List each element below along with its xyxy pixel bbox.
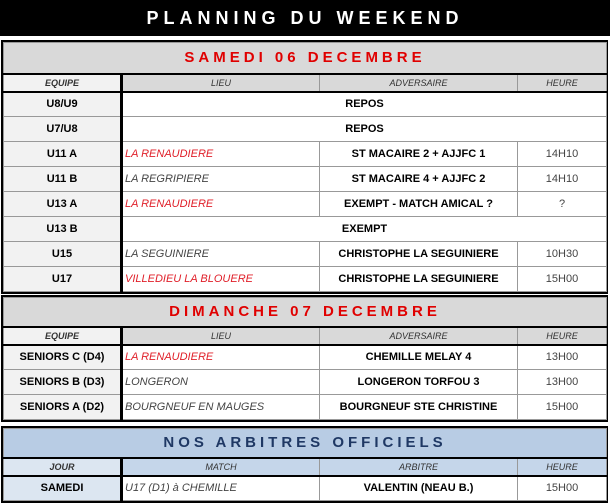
opponent-cell: ST MACAIRE 2 + AJJFC 1 [319, 141, 518, 167]
time-cell: 13H00 [516, 369, 608, 395]
status-cell: REPOS [120, 91, 608, 117]
place-cell: VILLEDIEU LA BLOUERE [121, 266, 320, 292]
time-cell: 14H10 [516, 166, 608, 192]
team-cell: U13 A [3, 191, 123, 217]
table-row: U17 VILLEDIEU LA BLOUERE CHRISTOPHE LA SEG… [3, 266, 608, 292]
place-cell: LONGERON [121, 369, 320, 395]
table-row: U11 B LA REGRIPIERE ST MACAIRE 4 + AJJFC 2… [3, 166, 608, 192]
table-row: SAMEDI U17 (D1) à CHEMILLE VALENTIN (NEAU … [3, 475, 608, 501]
column-header: ADVERSAIRE [319, 326, 518, 346]
column-header: HEURE [516, 326, 608, 346]
opponent-cell: CHRISTOPHE LA SEGUINIERE [319, 241, 518, 267]
time-cell: 15H00 [516, 266, 608, 292]
opponent-cell: ST MACAIRE 4 + AJJFC 2 [319, 166, 518, 192]
team-cell: U13 B [3, 216, 123, 242]
team-cell: SENIORS C (D4) [3, 344, 123, 370]
table-row: U7/U8 REPOS [3, 116, 608, 142]
team-cell: SENIORS B (D3) [3, 369, 123, 395]
opponent-cell: VALENTIN (NEAU B.) [319, 475, 518, 501]
referees-section: NOS ARBITRES OFFICIELS JOUR MATCH ARBITRE HE… [1, 426, 608, 503]
time-cell: 15H00 [516, 394, 608, 420]
table-row: SENIORS C (D4) LA RENAUDIERE CHEMILLE MELA… [3, 344, 608, 370]
column-header: EQUIPE [3, 73, 123, 93]
column-header: ARBITRE [319, 457, 518, 477]
table-row: U8/U9 REPOS [3, 91, 608, 117]
team-cell: U15 [3, 241, 123, 267]
column-header: LIEU [121, 73, 320, 93]
place-cell: LA RENAUDIERE [121, 141, 320, 167]
time-cell: 10H30 [516, 241, 608, 267]
opponent-cell: CHRISTOPHE LA SEGUINIERE [319, 266, 518, 292]
team-cell: SAMEDI [3, 475, 123, 501]
column-header: EQUIPE [3, 326, 123, 346]
section-heading: SAMEDI 06 DECEMBRE [2, 42, 608, 75]
column-header: HEURE [516, 73, 608, 93]
place-cell: BOURGNEUF EN MAUGES [121, 394, 320, 420]
team-cell: U11 B [3, 166, 123, 192]
team-cell: U7/U8 [3, 116, 123, 142]
column-header: ADVERSAIRE [319, 73, 518, 93]
opponent-cell: CHEMILLE MELAY 4 [319, 344, 518, 370]
column-header: HEURE [516, 457, 608, 477]
section-heading: DIMANCHE 07 DECEMBRE [2, 297, 608, 328]
table-row: U11 A LA RENAUDIERE ST MACAIRE 2 + AJJFC 1… [3, 141, 608, 167]
opponent-cell: LONGERON TORFOU 3 [319, 369, 518, 395]
time-cell: 15H00 [516, 475, 608, 501]
column-header: MATCH [121, 457, 320, 477]
table-row: SENIORS A (D2) BOURGNEUF EN MAUGES BOURGNE… [3, 394, 608, 420]
page-title: PLANNING DU WEEKEND [0, 0, 610, 36]
table-row: U13 B EXEMPT [3, 216, 608, 242]
status-cell: EXEMPT [120, 216, 608, 242]
table-row: U13 A LA RENAUDIERE EXEMPT - MATCH AMICAL … [3, 191, 608, 217]
opponent-cell: EXEMPT - MATCH AMICAL ? [319, 191, 518, 217]
status-cell: REPOS [120, 116, 608, 142]
team-cell: U17 [3, 266, 123, 292]
table-row: U15 LA SEGUINIERE CHRISTOPHE LA SEGUINIERE… [3, 241, 608, 267]
place-cell: LA RENAUDIERE [121, 344, 320, 370]
place-cell: LA SEGUINIERE [121, 241, 320, 267]
place-cell: U17 (D1) à CHEMILLE [121, 475, 320, 501]
time-cell: ? [516, 191, 608, 217]
team-cell: U11 A [3, 141, 123, 167]
place-cell: LA RENAUDIERE [121, 191, 320, 217]
team-cell: U8/U9 [3, 91, 123, 117]
place-cell: LA REGRIPIERE [121, 166, 320, 192]
team-cell: SENIORS A (D2) [3, 394, 123, 420]
column-header: JOUR [3, 457, 123, 477]
section-heading: NOS ARBITRES OFFICIELS [2, 428, 608, 459]
saturday-section: SAMEDI 06 DECEMBRE EQUIPE LIEU ADVERSAIRE HE… [1, 40, 608, 294]
time-cell: 13H00 [516, 344, 608, 370]
column-header: LIEU [121, 326, 320, 346]
opponent-cell: BOURGNEUF STE CHRISTINE [319, 394, 518, 420]
time-cell: 14H10 [516, 141, 608, 167]
sunday-section: DIMANCHE 07 DECEMBRE EQUIPE LIEU ADVERSAIRE… [1, 295, 608, 422]
